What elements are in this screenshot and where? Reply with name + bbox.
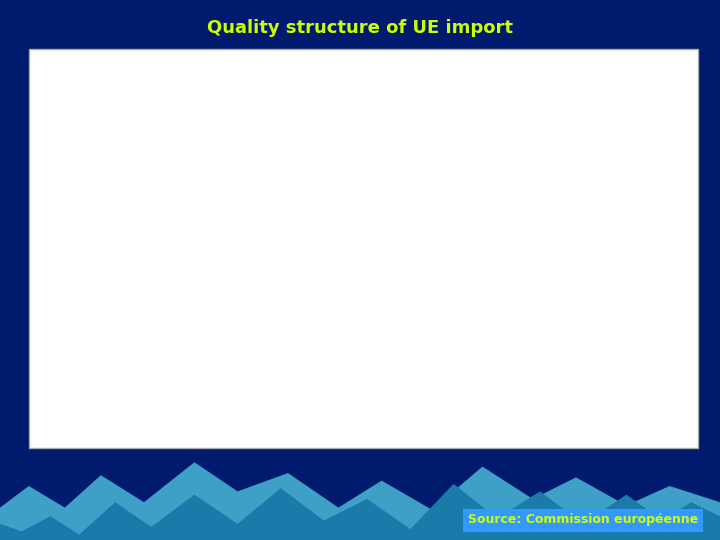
Text: HO vierge lampante (15091010): HO vierge lampante (15091010) bbox=[178, 350, 381, 363]
Text: Quality structure of UE import: Quality structure of UE import bbox=[207, 19, 513, 37]
Text: 5.1%: 5.1% bbox=[112, 104, 153, 118]
Polygon shape bbox=[0, 462, 720, 540]
Text: 4.1%: 4.1% bbox=[585, 114, 626, 129]
Polygon shape bbox=[0, 484, 720, 540]
Text: HO traitée (150990): HO traitée (150990) bbox=[178, 409, 304, 422]
Text: Source: Commission européenne: Source: Commission européenne bbox=[468, 514, 698, 526]
Text: 38%: 38% bbox=[585, 217, 621, 232]
Text: 21%: 21% bbox=[112, 228, 148, 242]
Y-axis label: (%): (%) bbox=[29, 176, 50, 189]
Text: HO vierge extra (15091090): HO vierge extra (15091090) bbox=[178, 379, 354, 392]
